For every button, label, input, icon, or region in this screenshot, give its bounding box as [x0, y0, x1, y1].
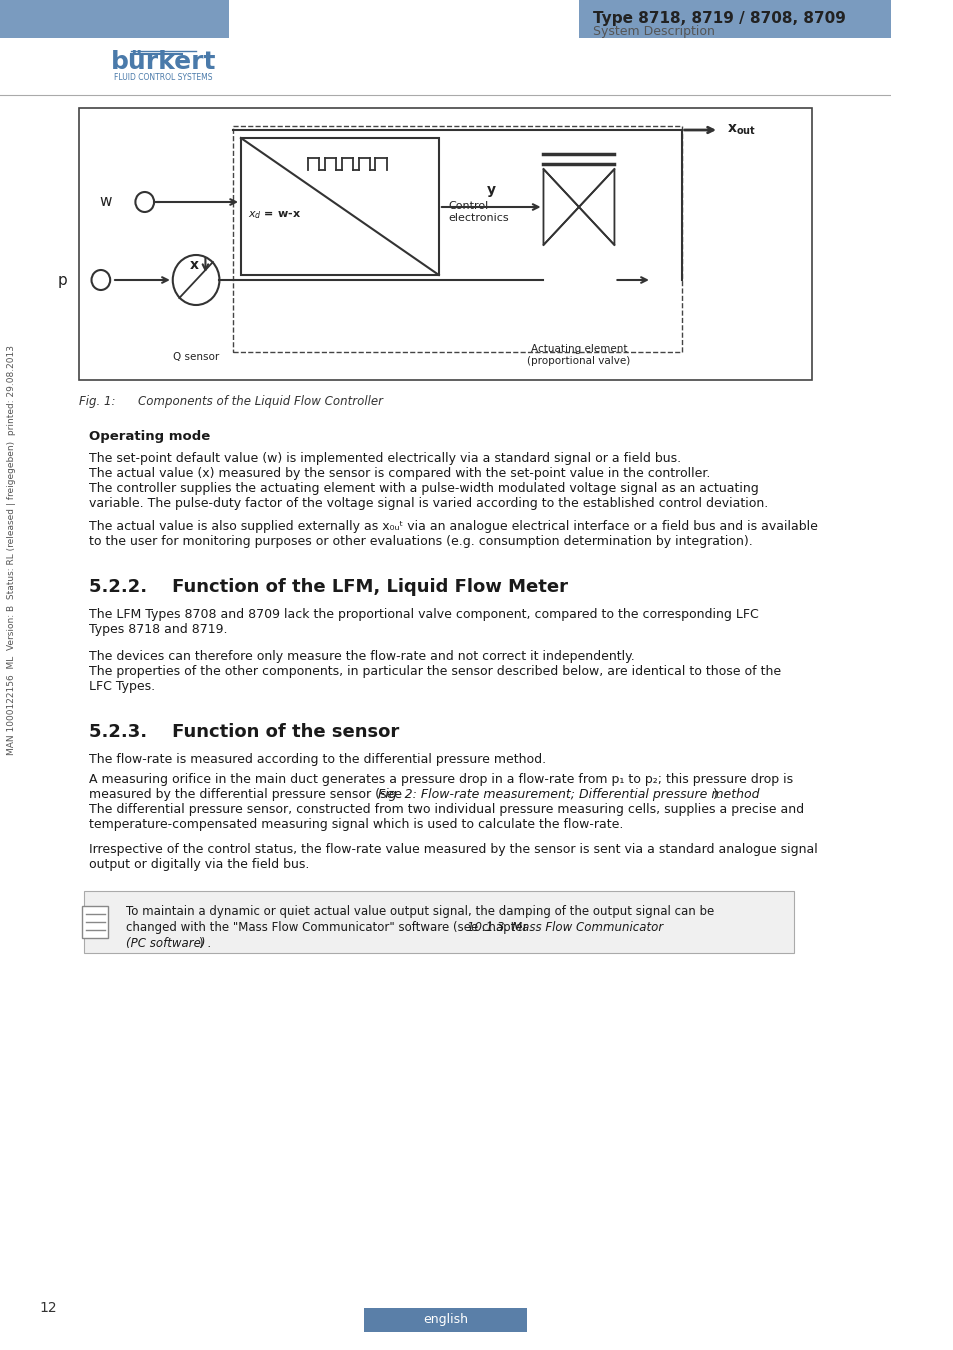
Bar — [0, 0, 229, 38]
Text: ).: ). — [712, 788, 720, 801]
Text: FLUID CONTROL SYSTEMS: FLUID CONTROL SYSTEMS — [114, 73, 213, 82]
Polygon shape — [543, 169, 578, 244]
Text: Irrespective of the control status, the flow-rate value measured by the sensor i: Irrespective of the control status, the … — [89, 842, 817, 856]
Text: p: p — [57, 273, 67, 288]
Text: The actual value (x) measured by the sensor is compared with the set-point value: The actual value (x) measured by the sen… — [89, 467, 709, 481]
Text: y: y — [486, 184, 496, 197]
Text: The differential pressure sensor, constructed from two individual pressure measu: The differential pressure sensor, constr… — [89, 803, 803, 815]
Text: measured by the differential pressure sensor (see: measured by the differential pressure se… — [89, 788, 405, 801]
Text: A measuring orifice in the main duct generates a pressure drop in a flow-rate fr: A measuring orifice in the main duct gen… — [89, 774, 792, 786]
Text: Fig. 2: Flow-rate measurement; Differential pressure method: Fig. 2: Flow-rate measurement; Different… — [377, 788, 759, 801]
Text: $\mathbf{x_{out}}$: $\mathbf{x_{out}}$ — [726, 123, 755, 138]
Bar — [79, 108, 812, 379]
Text: The actual value is also supplied externally as x₀ᵤᵗ via an analogue electrical : The actual value is also supplied extern… — [89, 520, 817, 533]
Text: (PC software): (PC software) — [126, 937, 205, 950]
Text: 5.2.3.    Function of the sensor: 5.2.3. Function of the sensor — [89, 724, 398, 741]
Text: 5.2.2.    Function of the LFM, Liquid Flow Meter: 5.2.2. Function of the LFM, Liquid Flow … — [89, 578, 567, 595]
Text: ) .: ) . — [198, 937, 211, 950]
Text: Type 8718, 8719 / 8708, 8709: Type 8718, 8719 / 8708, 8709 — [593, 11, 845, 26]
Text: MAN 1000122156  ML  Version: B  Status: RL (released | freigegeben)  printed: 29: MAN 1000122156 ML Version: B Status: RL … — [7, 346, 15, 755]
Text: The properties of the other components, in particular the sensor described below: The properties of the other components, … — [89, 666, 780, 678]
Text: Types 8718 and 8719.: Types 8718 and 8719. — [89, 622, 227, 636]
Bar — [84, 891, 793, 953]
Text: variable. The pulse-duty factor of the voltage signal is varied according to the: variable. The pulse-duty factor of the v… — [89, 497, 767, 510]
Text: Control
electronics: Control electronics — [448, 201, 508, 223]
Text: Actuating element
(proportional valve): Actuating element (proportional valve) — [527, 344, 630, 366]
Circle shape — [135, 192, 154, 212]
Text: The devices can therefore only measure the flow-rate and not correct it independ: The devices can therefore only measure t… — [89, 649, 634, 663]
Circle shape — [172, 255, 219, 305]
Text: The LFM Types 8708 and 8709 lack the proportional valve component, compared to t: The LFM Types 8708 and 8709 lack the pro… — [89, 608, 758, 621]
Bar — [578, 0, 890, 38]
Text: $x_d$ = w-x: $x_d$ = w-x — [248, 209, 301, 221]
Text: bürkert: bürkert — [111, 50, 216, 74]
Bar — [233, 126, 681, 352]
Text: to the user for monitoring purposes or other evaluations (e.g. consumption deter: to the user for monitoring purposes or o… — [89, 535, 752, 548]
Text: LFC Types.: LFC Types. — [89, 680, 154, 693]
Text: output or digitally via the field bus.: output or digitally via the field bus. — [89, 859, 309, 871]
Text: temperature-compensated measuring signal which is used to calculate the flow-rat: temperature-compensated measuring signal… — [89, 818, 622, 832]
Text: english: english — [422, 1314, 467, 1327]
Text: The set-point default value (w) is implemented electrically via a standard signa: The set-point default value (w) is imple… — [89, 452, 680, 464]
Text: Q sensor: Q sensor — [172, 352, 219, 362]
Text: 10.1.3. Mass Flow Communicator: 10.1.3. Mass Flow Communicator — [466, 921, 662, 934]
Text: w: w — [99, 194, 112, 209]
Text: 12: 12 — [40, 1301, 57, 1315]
Text: The flow-rate is measured according to the differential pressure method.: The flow-rate is measured according to t… — [89, 753, 545, 765]
Polygon shape — [578, 169, 614, 244]
Text: changed with the "Mass Flow Communicator" software (see chapter: changed with the "Mass Flow Communicator… — [126, 921, 531, 934]
Text: Fig. 1:      Components of the Liquid Flow Controller: Fig. 1: Components of the Liquid Flow Co… — [79, 396, 383, 408]
Bar — [364, 1308, 526, 1332]
Text: The controller supplies the actuating element with a pulse-width modulated volta: The controller supplies the actuating el… — [89, 482, 758, 495]
Text: To maintain a dynamic or quiet actual value output signal, the damping of the ou: To maintain a dynamic or quiet actual va… — [126, 904, 714, 918]
Text: Operating mode: Operating mode — [89, 431, 210, 443]
Bar — [82, 906, 109, 938]
Text: x: x — [190, 258, 198, 271]
Text: System Description: System Description — [593, 26, 714, 39]
Circle shape — [91, 270, 111, 290]
Bar — [241, 138, 438, 275]
